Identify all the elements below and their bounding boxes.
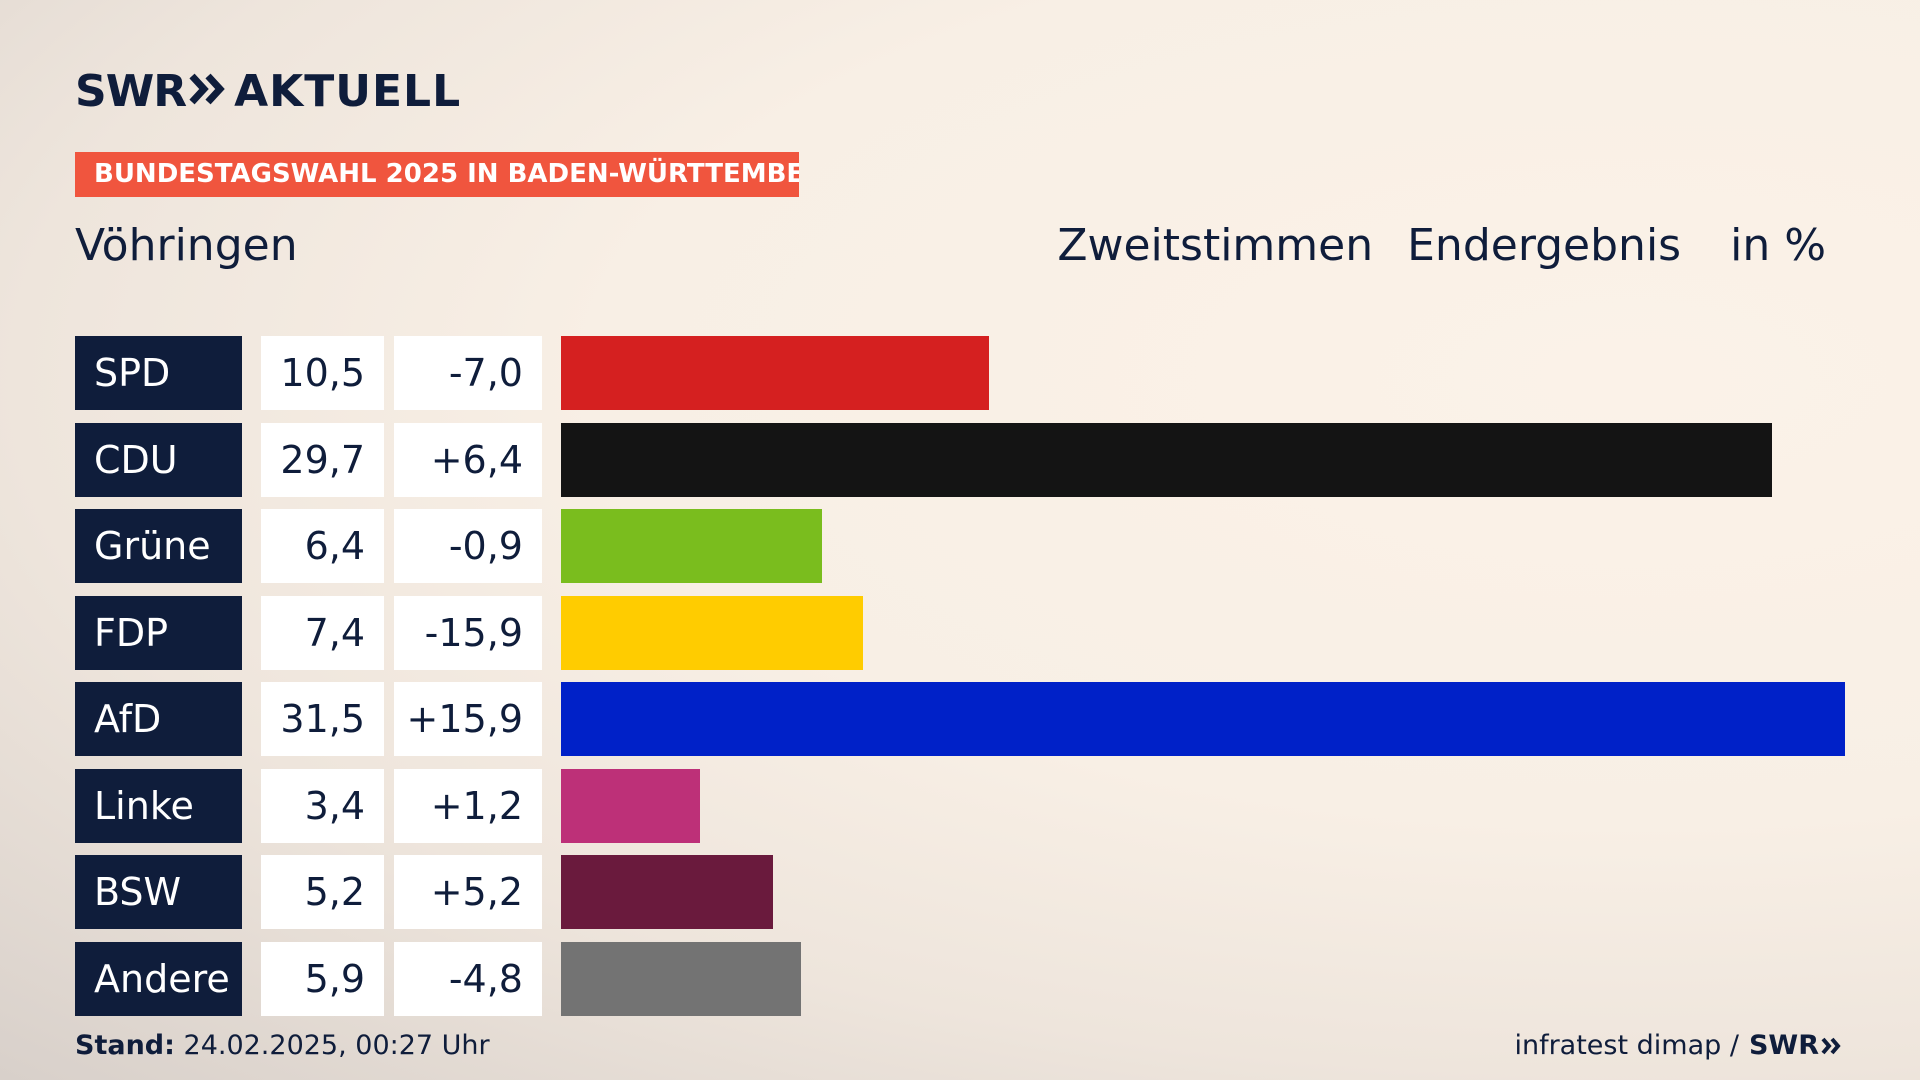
vote-change-label: +1,2 [394, 768, 542, 843]
vote-share-label: 5,9 [261, 941, 384, 1016]
party-row: AfD 31,5 +15,9 [75, 682, 1845, 756]
party-label: Andere [75, 941, 242, 1016]
logo-aktuell-text: AKTUELL [234, 65, 462, 117]
party-row: BSW 5,2 +5,2 [75, 855, 1845, 929]
vote-share-label: 31,5 [261, 682, 384, 756]
vote-share-label: 5,2 [261, 855, 384, 929]
result-bar [561, 336, 989, 410]
result-bar [561, 682, 1845, 756]
party-row: Grüne 6,4 -0,9 [75, 509, 1845, 583]
double-chevron-right-icon [188, 66, 228, 117]
vote-share-label: 7,4 [261, 595, 384, 670]
result-bar [561, 509, 822, 583]
vote-change-label: +6,4 [394, 422, 542, 497]
place-title: Vöhringen [75, 220, 298, 271]
vote-share-label: 3,4 [261, 768, 384, 843]
vote-type-label: Zweitstimmen [1057, 220, 1374, 271]
result-state-label: Endergebnis [1407, 220, 1682, 271]
results-chart: SPD 10,5 -7,0 CDU 29,7 +6,4 Grüne 6,4 -0,9 FDP 7,4… [75, 336, 1845, 1028]
party-row: SPD 10,5 -7,0 [75, 336, 1845, 410]
swr-aktuell-logo: SWR AKTUELL [75, 65, 462, 117]
vote-change-label: +15,9 [394, 682, 542, 756]
mini-logo-text: SWR [1748, 1030, 1819, 1061]
double-chevron-right-icon [1821, 1037, 1841, 1054]
vote-share-label: 10,5 [261, 336, 384, 410]
vote-change-label: -15,9 [394, 595, 542, 670]
vote-change-label: -4,8 [394, 941, 542, 1016]
result-bar [561, 855, 773, 929]
unit-label: in % [1730, 220, 1826, 271]
party-row: Andere 5,9 -4,8 [75, 941, 1845, 1016]
party-label: Linke [75, 768, 242, 843]
vote-share-label: 29,7 [261, 422, 384, 497]
party-label: Grüne [75, 509, 242, 583]
party-label: FDP [75, 595, 242, 670]
stand-value: 24.02.2025, 00:27 Uhr [183, 1030, 490, 1061]
vote-change-label: -7,0 [394, 336, 542, 410]
party-row: FDP 7,4 -15,9 [75, 595, 1845, 670]
result-bar [561, 595, 863, 670]
timestamp-line: Stand: 24.02.2025, 00:27 Uhr [75, 1030, 490, 1061]
stand-label: Stand: [75, 1030, 175, 1061]
party-label: SPD [75, 336, 242, 410]
election-banner: BUNDESTAGSWAHL 2025 IN BADEN-WÜRTTEMBERG [75, 152, 799, 197]
vote-share-label: 6,4 [261, 509, 384, 583]
party-row: Linke 3,4 +1,2 [75, 768, 1845, 843]
party-label: AfD [75, 682, 242, 756]
vote-change-label: -0,9 [394, 509, 542, 583]
swr-mini-logo: SWR [1749, 1030, 1843, 1061]
party-label: CDU [75, 422, 242, 497]
result-bar [561, 768, 700, 843]
vote-change-label: +5,2 [394, 855, 542, 929]
logo-swr-text: SWR [75, 65, 187, 117]
party-row: CDU 29,7 +6,4 [75, 422, 1845, 497]
result-header: Zweitstimmen Endergebnis in % [1057, 220, 1826, 271]
source-line: infratest dimap / SWR [1514, 1030, 1843, 1061]
result-bar [561, 422, 1772, 497]
party-label: BSW [75, 855, 242, 929]
source-text: infratest dimap / [1514, 1030, 1739, 1061]
result-bar [561, 941, 801, 1016]
